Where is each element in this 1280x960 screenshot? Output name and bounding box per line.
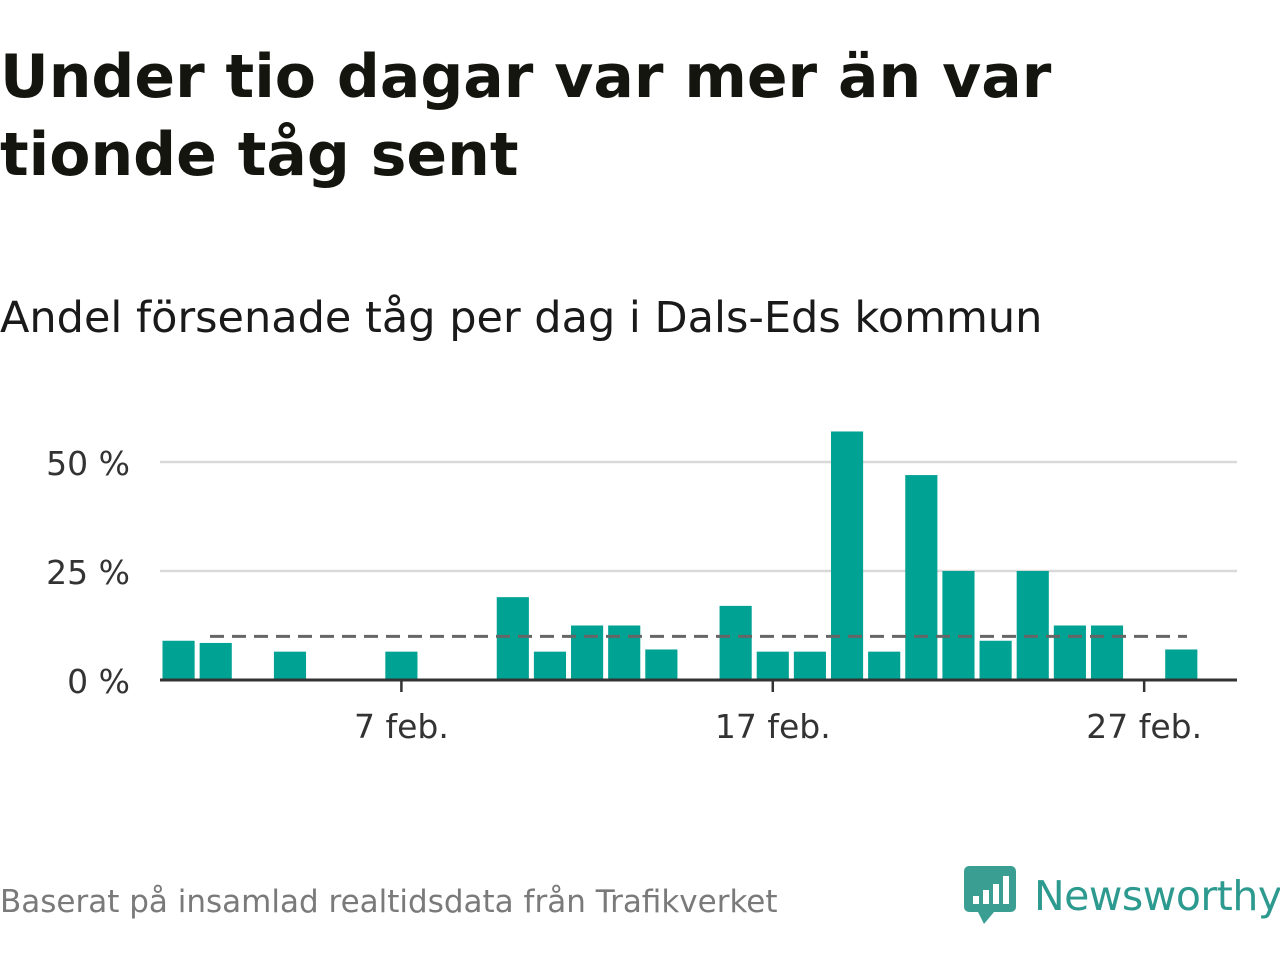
bar — [905, 475, 938, 680]
newsworthy-logo-icon — [964, 866, 1016, 924]
bar — [162, 640, 195, 680]
bar — [1016, 571, 1049, 680]
bar — [273, 651, 307, 680]
bar — [645, 649, 678, 680]
y-tick-label: 25 % — [46, 553, 130, 592]
x-tick-label: 27 feb. — [1086, 707, 1202, 746]
bar-chart: 0 % 25 % 50 % 7 feb. 17 feb. 27 feb. — [46, 431, 1237, 746]
bar — [942, 571, 975, 680]
bar — [199, 642, 232, 680]
bar — [1165, 649, 1198, 680]
x-tick-label: 7 feb. — [354, 707, 449, 746]
bar — [868, 651, 901, 680]
bar — [1090, 625, 1124, 680]
source-note: Baserat på insamlad realtidsdata från Tr… — [0, 884, 778, 920]
bar — [719, 605, 752, 680]
bar — [979, 640, 1012, 680]
bar — [571, 625, 604, 680]
brand-logo: Newsworthy — [964, 866, 1280, 926]
bar — [608, 625, 641, 680]
chart-subtitle: Andel försenade tåg per dag i Dals-Eds k… — [0, 293, 1043, 343]
y-tick-label: 50 % — [46, 444, 130, 483]
bar — [533, 651, 567, 680]
bar — [793, 651, 826, 680]
x-tick-label: 17 feb. — [715, 707, 831, 746]
y-tick-label: 0 % — [67, 662, 130, 701]
bar — [756, 651, 789, 680]
brand-name: Newsworthy — [1034, 872, 1280, 920]
bar — [385, 651, 418, 680]
chart-title: Under tio dagar var mer än var tionde tå… — [0, 42, 1052, 190]
bar — [830, 431, 864, 680]
bar — [496, 597, 529, 680]
bar — [1053, 625, 1086, 680]
